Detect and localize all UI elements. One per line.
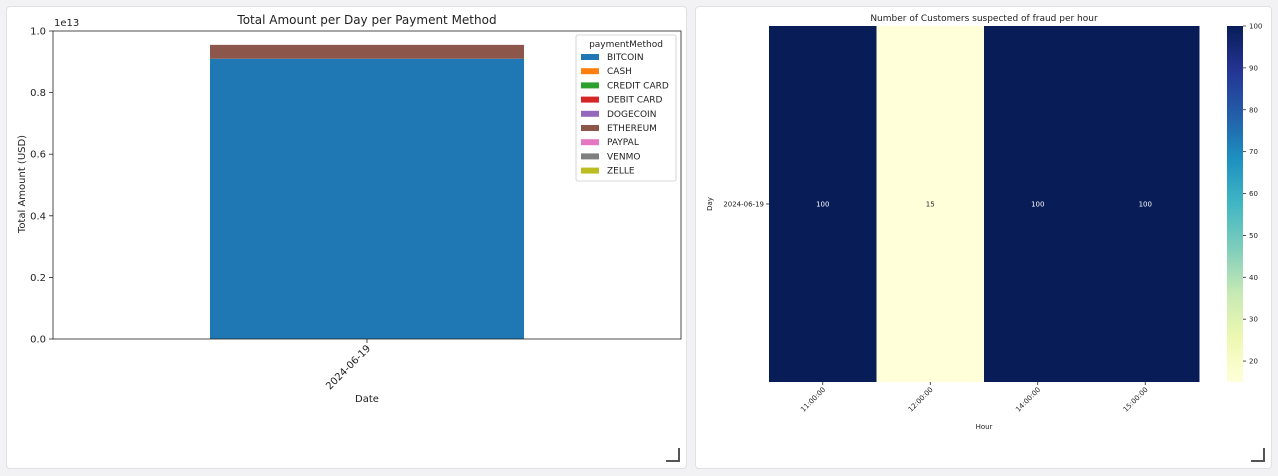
colorbar [1227, 26, 1243, 382]
heatmap-x-ticks: 11:00:00 12:00:00 14:00:00 15:00:00 [799, 382, 1150, 414]
legend-swatch [581, 110, 599, 117]
colorbar-tick-label: 30 [1249, 316, 1258, 324]
legend-label: ZELLE [607, 167, 635, 177]
heatmap-value-label: 15 [926, 201, 935, 209]
y-tick-label: 0.6 [30, 150, 46, 161]
heatmap-cell [769, 26, 877, 382]
bar-segment-ethereum [210, 44, 524, 59]
colorbar-tick-label: 60 [1249, 190, 1258, 198]
heatmap-chart: Number of Customers suspected of fraud p… [706, 14, 1262, 431]
bar-segment-bitcoin [210, 58, 524, 339]
heatmap-x-tick-label: 11:00:00 [799, 386, 827, 414]
colorbar-tick-label: 20 [1249, 358, 1258, 366]
colorbar-tick-label: 70 [1249, 148, 1258, 156]
resize-handle[interactable] [666, 448, 680, 462]
y-tick-label: 0.0 [30, 335, 46, 346]
heatmap-cell [1091, 26, 1200, 382]
legend-swatch [581, 139, 599, 146]
colorbar-tick-label: 90 [1249, 64, 1258, 72]
heatmap-y-tick-label: 2024-06-19 [723, 201, 764, 209]
resize-handle[interactable] [1251, 448, 1265, 462]
heatmap-x-tick-label: 15:00:00 [1122, 386, 1150, 414]
heatmap-cell [876, 26, 985, 382]
bar-chart: Total Amount per Day per Payment Method … [17, 13, 682, 405]
bar-marks [210, 44, 524, 339]
legend-swatch [581, 54, 599, 60]
y-tick-label: 0.2 [30, 273, 46, 284]
y-offset-label: 1e13 [54, 18, 79, 29]
heatmap-value-label: 100 [1031, 201, 1044, 209]
colorbar-tick-label: 100 [1249, 23, 1262, 31]
legend: paymentMethod BITCOIN CASH CREDIT CARD DEBI… [575, 34, 677, 182]
colorbar-tick-label: 50 [1249, 232, 1258, 240]
legend-label: PAYPAL [607, 138, 639, 148]
legend-label: DOGECOIN [607, 110, 656, 120]
legend-swatch [581, 125, 599, 131]
x-tick-label: 2024-06-19 [324, 343, 373, 392]
heatmap-cells: 100 15 100 100 [769, 26, 1200, 382]
bar-chart-panel: Total Amount per Day per Payment Method … [6, 6, 687, 469]
x-axis-label: Date [355, 394, 379, 405]
legend-title: paymentMethod [589, 40, 663, 50]
y-tick-label: 0.4 [30, 211, 46, 222]
heatmap-y-ticks: 2024-06-19 [723, 201, 769, 209]
legend-swatch [581, 96, 599, 103]
y-tick-label: 1.0 [30, 27, 46, 38]
heatmap-x-axis-label: Hour [976, 423, 993, 431]
heatmap-value-label: 100 [816, 201, 829, 209]
legend-label: CASH [607, 67, 632, 77]
bar-chart-title: Total Amount per Day per Payment Method [236, 13, 496, 27]
heatmap-y-axis-label: Day [706, 197, 714, 211]
legend-label: DEBIT CARD [607, 96, 662, 106]
x-ticks: 2024-06-19 [324, 339, 373, 392]
heatmap-cell [984, 26, 1092, 382]
legend-swatch [581, 68, 599, 75]
heatmap-x-tick-label: 14:00:00 [1014, 386, 1042, 414]
legend-label: CREDIT CARD [607, 81, 669, 91]
heatmap-title: Number of Customers suspected of fraud p… [870, 14, 1098, 24]
legend-swatch [581, 82, 599, 89]
colorbar-tick-label: 80 [1249, 106, 1258, 114]
legend-label: VENMO [607, 152, 640, 162]
colorbar-ticks: 20 30 40 50 60 70 80 90 100 [1243, 23, 1262, 366]
plot-frame [52, 30, 682, 340]
legend-box [575, 34, 677, 182]
heatmap-value-label: 100 [1139, 201, 1152, 209]
y-axis-label: Total Amount (USD) [17, 135, 28, 234]
heatmap-x-tick-label: 12:00:00 [907, 386, 935, 414]
legend-label: ETHEREUM [607, 124, 657, 134]
y-tick-label: 0.8 [30, 88, 46, 99]
legend-label: BITCOIN [607, 53, 644, 63]
legend-swatch [581, 153, 599, 160]
heatmap-panel: Number of Customers suspected of fraud p… [695, 6, 1272, 469]
colorbar-tick-label: 40 [1249, 274, 1258, 282]
y-ticks: 0.0 0.2 0.4 0.6 0.8 1.0 [30, 27, 53, 346]
legend-items: BITCOIN CASH CREDIT CARD DEBIT CARD DOGECOIN… [581, 53, 669, 177]
legend-swatch [581, 167, 599, 174]
